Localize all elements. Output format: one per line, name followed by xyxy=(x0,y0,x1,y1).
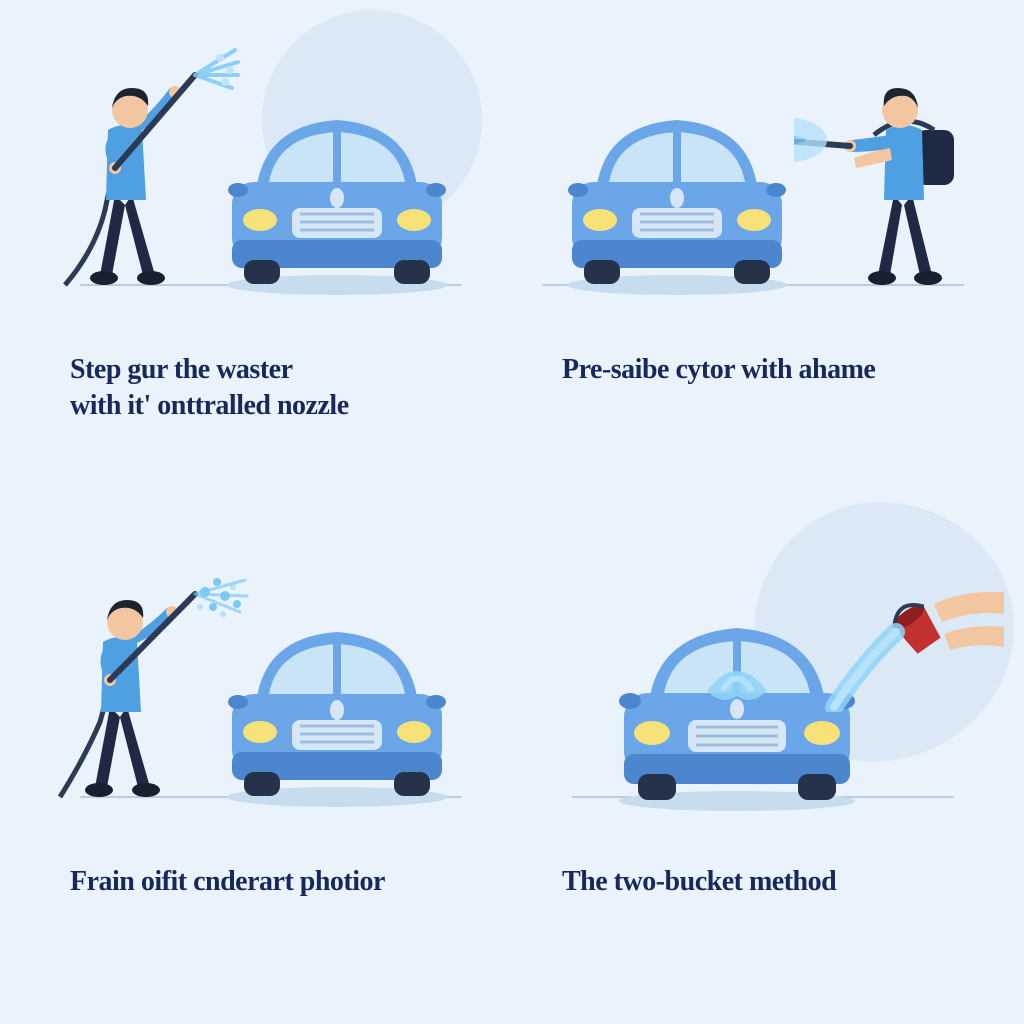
infographic-grid: Step gur the waster with it' onttralled … xyxy=(0,0,1024,1024)
panel-step-4: The two-bucket method xyxy=(512,512,1024,1024)
caption-2: Pre-saibe cytor with ahame xyxy=(512,340,1024,388)
caption-line: Frain oifit cnderart photior xyxy=(70,866,385,897)
car-illustration xyxy=(542,90,812,300)
panel-step-1: Step gur the waster with it' onttralled … xyxy=(0,0,512,512)
caption-line: with it' onttralled nozzle xyxy=(70,390,349,421)
scene-1 xyxy=(0,40,512,340)
person-washer xyxy=(60,40,240,300)
caption-4: The two-bucket method xyxy=(512,852,1024,900)
caption-3: Frain oifit cnderart photior xyxy=(0,852,512,900)
hands-bucket xyxy=(804,562,1004,712)
car-illustration xyxy=(202,90,472,300)
scene-3 xyxy=(0,552,512,852)
scene-2 xyxy=(512,40,1024,340)
caption-1: Step gur the waster with it' onttralled … xyxy=(0,340,512,425)
person-washer-backpack xyxy=(794,40,984,300)
caption-line: The two-bucket method xyxy=(562,866,836,897)
person-washer xyxy=(55,552,255,812)
caption-line: Pre-saibe cytor with ahame xyxy=(562,354,875,385)
panel-step-2: Pre-saibe cytor with ahame xyxy=(512,0,1024,512)
caption-line: Step gur the waster xyxy=(70,354,293,385)
panel-step-3: Frain oifit cnderart photior xyxy=(0,512,512,1024)
scene-4 xyxy=(512,552,1024,852)
